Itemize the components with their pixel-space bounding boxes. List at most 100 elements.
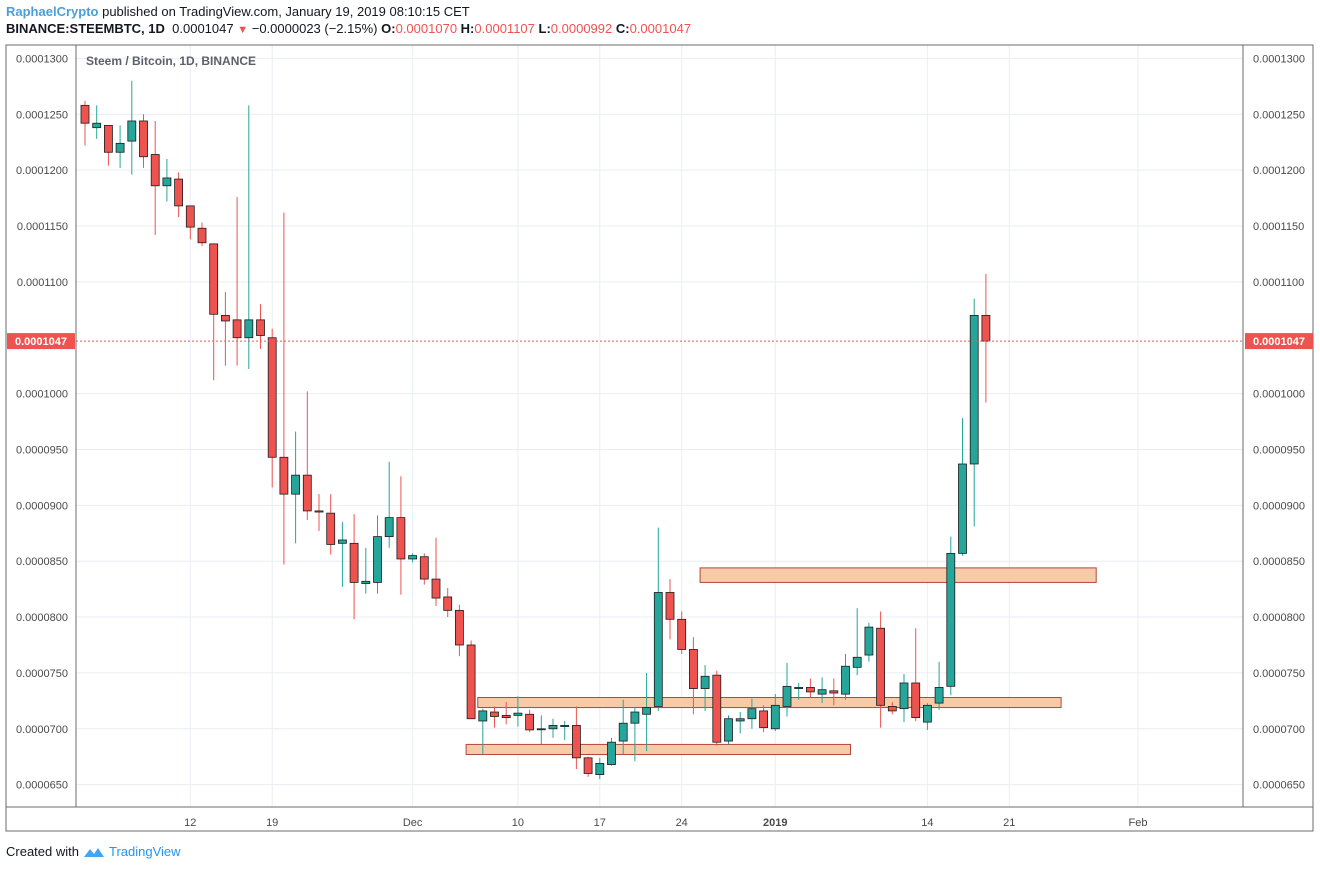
candle-body [958,463,967,554]
close-value: 0.0001047 [629,21,692,36]
candle-body [408,555,418,560]
candle-body [80,104,90,124]
candle-body [525,713,534,731]
candle-body [794,687,804,689]
symbol-label: BINANCE:STEEMBTC, 1D [6,21,165,36]
candle-body [689,649,698,689]
y-tick-label-left: 0.0000700 [16,724,68,736]
price-badge-left-label: 0.0001047 [15,336,67,348]
candle-body [396,517,406,560]
candle-body [560,725,570,727]
candle-body [724,718,733,742]
y-tick-label-left: 0.0000800 [16,612,68,624]
open-label: O: [381,21,396,36]
candle-body [92,122,102,129]
y-tick-label-right: 0.0001200 [1253,165,1305,177]
candle-body [806,687,815,693]
candle-body [256,319,265,336]
author-link[interactable]: RaphaelCrypto [6,4,99,19]
y-tick-label-left: 0.0000950 [16,444,68,456]
y-tick-label-right: 0.0001150 [1253,221,1304,233]
x-tick-label: 24 [676,817,688,829]
low-label: L: [538,21,551,36]
support-resistance-zones [465,567,1097,755]
y-tick-label-left: 0.0000650 [16,780,68,792]
chart-frame [5,44,1314,832]
y-tick-label-left: 0.0001100 [17,277,68,289]
y-tick-label-left: 0.0000850 [16,556,68,568]
candle-body [302,474,312,512]
candle-body [209,243,219,315]
candle-body [677,618,687,650]
x-tick-label: 17 [594,817,606,829]
price-change: −0.0000023 (−2.15%) [251,21,378,36]
candle-body [536,728,546,731]
candle-body [829,690,839,694]
footer: Created with TradingView [6,844,181,859]
candle-body [197,227,207,244]
candle-body [817,689,827,695]
candle-body [923,704,932,723]
candle-body [642,707,651,715]
published-text: published on TradingView.com, January 19… [102,4,470,19]
candle-body [127,120,137,142]
candle-body [454,609,464,646]
tradingview-brand-link[interactable]: TradingView [108,844,181,859]
candle-body [162,177,172,187]
chart-title: Steem / Bitcoin, 1D, BINANCE [86,54,256,68]
candle-body [513,712,523,716]
x-tick-label: 14 [921,817,933,829]
y-tick-label-left: 0.0000900 [16,500,68,512]
candle-body [700,675,710,689]
price-badge-right [1245,333,1313,350]
y-tick-label-right: 0.0001250 [1253,109,1305,121]
candle-body [899,682,909,710]
candle-body [478,710,488,722]
candle-body [443,596,453,611]
candle-body [618,722,628,742]
x-tick-label: 19 [266,817,278,829]
y-tick-label-left: 0.0001000 [16,389,68,401]
candle-body [431,578,441,599]
low-value: 0.0000992 [550,21,613,36]
candle-body [595,763,605,775]
x-tick-label: Feb [1129,817,1148,829]
price-chart[interactable]: 0.0001300 0.0001300 0.0001250 0.0001250 0.00… [0,0,1320,840]
candle-body [747,708,757,720]
axes: 0.0001300 0.0001300 0.0001250 0.0001250 0.00… [5,44,1314,832]
candle-body [466,644,476,720]
candles [80,80,991,780]
last-price: 0.0001047 [172,21,234,36]
candle-body [174,178,184,207]
candle-body [607,741,616,765]
publish-info: RaphaelCrypto published on TradingView.c… [6,4,470,19]
high-value: 0.0001107 [474,21,535,36]
candle-body [419,556,429,580]
candle-body [864,626,874,656]
candle-body [139,120,148,158]
candle-body [665,592,675,620]
candle-body [770,704,780,730]
y-tick-label-right: 0.0000750 [1253,668,1305,680]
candle-body [267,337,277,458]
candle-body [712,674,722,743]
x-tick-label: 2019 [763,817,787,829]
candle-body [244,319,254,339]
candle-body [384,517,394,538]
x-tick-label: 21 [1003,817,1015,829]
candle-body [185,205,195,228]
x-tick-label: 10 [512,817,524,829]
candle-body [946,552,956,687]
price-badge-left [7,333,75,350]
zone-rect [477,697,1062,709]
y-tick-label-left: 0.0001200 [16,165,68,177]
tradingview-logo-icon [83,847,104,857]
y-tick-label-right: 0.0000850 [1253,556,1305,568]
down-triangle-icon: ▼ [237,24,249,36]
candle-body [981,314,991,342]
x-tick-label: 12 [184,817,196,829]
y-tick-label-left: 0.0001300 [16,53,68,65]
candle-body [630,711,640,724]
y-tick-label-right: 0.0001100 [1253,277,1304,289]
y-tick-label-right: 0.0000800 [1253,612,1305,624]
